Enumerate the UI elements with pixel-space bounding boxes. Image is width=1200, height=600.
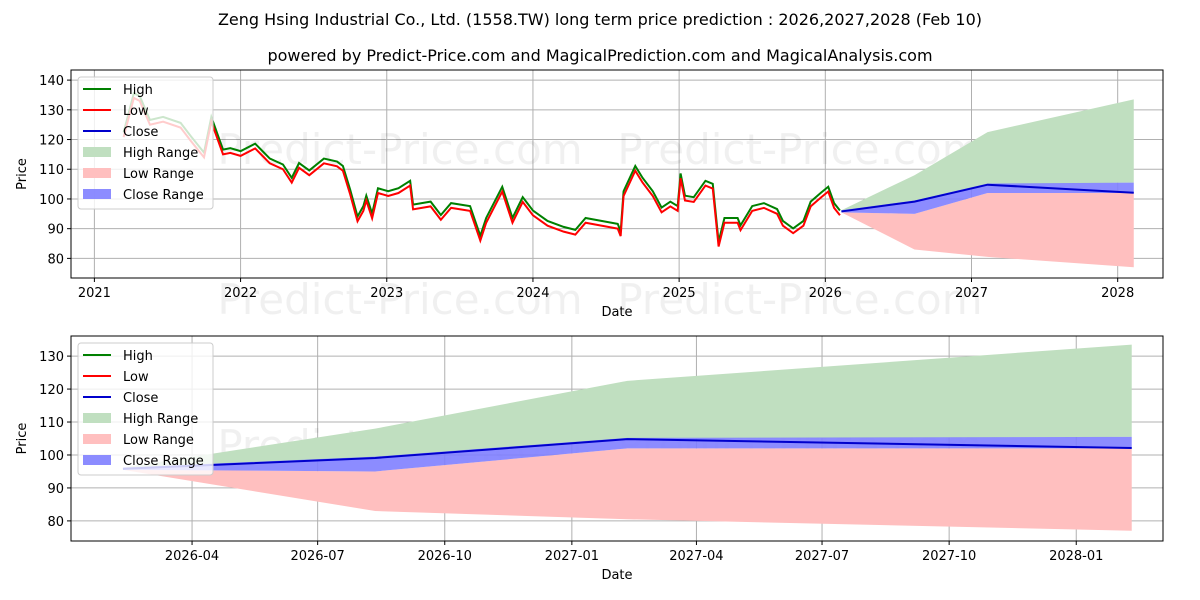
y-tick-label: 100 bbox=[39, 193, 64, 208]
x-tick-label: 2026-07 bbox=[290, 549, 344, 564]
watermark-text: Predict-Price.com bbox=[617, 125, 982, 174]
legend-patch-swatch bbox=[83, 413, 111, 423]
legend-label: Close bbox=[123, 391, 158, 406]
legend-label: Low bbox=[123, 104, 149, 119]
y-tick-label: 110 bbox=[39, 163, 64, 178]
y-tick-label: 130 bbox=[39, 104, 64, 119]
chart-subtitle: powered by Predict-Price.com and Magical… bbox=[267, 46, 933, 65]
legend-patch-swatch bbox=[83, 189, 111, 199]
y-tick-label: 130 bbox=[39, 350, 64, 365]
x-tick-label: 2024 bbox=[516, 286, 549, 301]
watermark-text: Predict-Price.com bbox=[617, 275, 982, 324]
close-line bbox=[841, 183, 1134, 213]
y-axis-label: Price bbox=[15, 423, 30, 455]
x-tick-label: 2027 bbox=[955, 286, 988, 301]
y-axis-label: Price bbox=[15, 158, 30, 190]
chart-title: Zeng Hsing Industrial Co., Ltd. (1558.TW… bbox=[217, 10, 983, 29]
x-tick-label: 2027-01 bbox=[545, 549, 599, 564]
legend: High Low Close High Range Low Range Close Ran… bbox=[77, 76, 214, 210]
legend: High Low Close High Range Low Range Close Ran… bbox=[77, 342, 214, 476]
y-tick-label: 90 bbox=[47, 482, 64, 497]
legend-patch-swatch bbox=[83, 434, 111, 444]
x-tick-label: 2023 bbox=[370, 286, 403, 301]
x-axis-label: Date bbox=[601, 305, 632, 320]
y-tick-label: 80 bbox=[47, 252, 64, 267]
legend-label: High Range bbox=[123, 412, 198, 427]
y-tick-label: 120 bbox=[39, 383, 64, 398]
x-tick-label: 2022 bbox=[224, 286, 257, 301]
legend-label: High bbox=[123, 83, 153, 98]
x-axis-label: Date bbox=[601, 568, 632, 583]
close-line bbox=[122, 438, 1132, 470]
x-tick-label: 2027-07 bbox=[795, 549, 849, 564]
legend-label: Close bbox=[123, 125, 158, 140]
watermark-text: Predict-Price.com bbox=[217, 125, 582, 174]
legend-label: High bbox=[123, 349, 153, 364]
legend-patch-swatch bbox=[83, 455, 111, 465]
y-tick-label: 110 bbox=[39, 416, 64, 431]
y-tick-label: 140 bbox=[39, 74, 64, 89]
plot-area bbox=[122, 91, 1134, 268]
close-range-band bbox=[841, 182, 1134, 214]
x-tick-label: 2027-04 bbox=[669, 549, 723, 564]
x-tick-label: 2026-10 bbox=[418, 549, 472, 564]
y-tick-label: 90 bbox=[47, 223, 64, 238]
legend-patch-swatch bbox=[83, 168, 111, 178]
x-tick-label: 2026 bbox=[809, 286, 842, 301]
y-tick-label: 120 bbox=[39, 134, 64, 149]
x-tick-label: 2021 bbox=[78, 286, 111, 301]
high-line bbox=[122, 91, 841, 242]
close-range-band bbox=[122, 436, 1132, 472]
low-line bbox=[122, 96, 841, 247]
legend-patch-swatch bbox=[83, 147, 111, 157]
legend-label: Low Range bbox=[123, 433, 194, 448]
x-tick-label: 2025 bbox=[663, 286, 696, 301]
legend-label: Low Range bbox=[123, 167, 194, 182]
axes-frame bbox=[70, 69, 1164, 279]
legend-label: Low bbox=[123, 370, 149, 385]
low-range-band bbox=[122, 448, 1132, 531]
legend-label: Close Range bbox=[123, 188, 204, 203]
x-tick-label: 2027-10 bbox=[922, 549, 976, 564]
x-tick-label: 2028 bbox=[1101, 286, 1134, 301]
axes-frame bbox=[70, 335, 1164, 542]
legend-label: Close Range bbox=[123, 454, 204, 469]
legend-box bbox=[77, 76, 214, 210]
x-tick-label: 2028-01 bbox=[1049, 549, 1103, 564]
y-tick-label: 80 bbox=[47, 515, 64, 530]
low-range-band bbox=[841, 193, 1134, 268]
panel-1: 2021 2022 2023 2024 2025 2026 2027 2028 80 90 100 1… bbox=[15, 69, 1164, 324]
x-tick-label: 2026-04 bbox=[165, 549, 219, 564]
y-tick-label: 100 bbox=[39, 449, 64, 464]
panel-2: 2026-04 2026-07 2026-10 2027-01 2027-04 2027-… bbox=[15, 335, 1164, 583]
legend-box bbox=[77, 342, 214, 476]
plot-area bbox=[122, 344, 1132, 531]
legend-label: High Range bbox=[123, 146, 198, 161]
watermark-text: Predict-Price.com bbox=[217, 275, 582, 324]
